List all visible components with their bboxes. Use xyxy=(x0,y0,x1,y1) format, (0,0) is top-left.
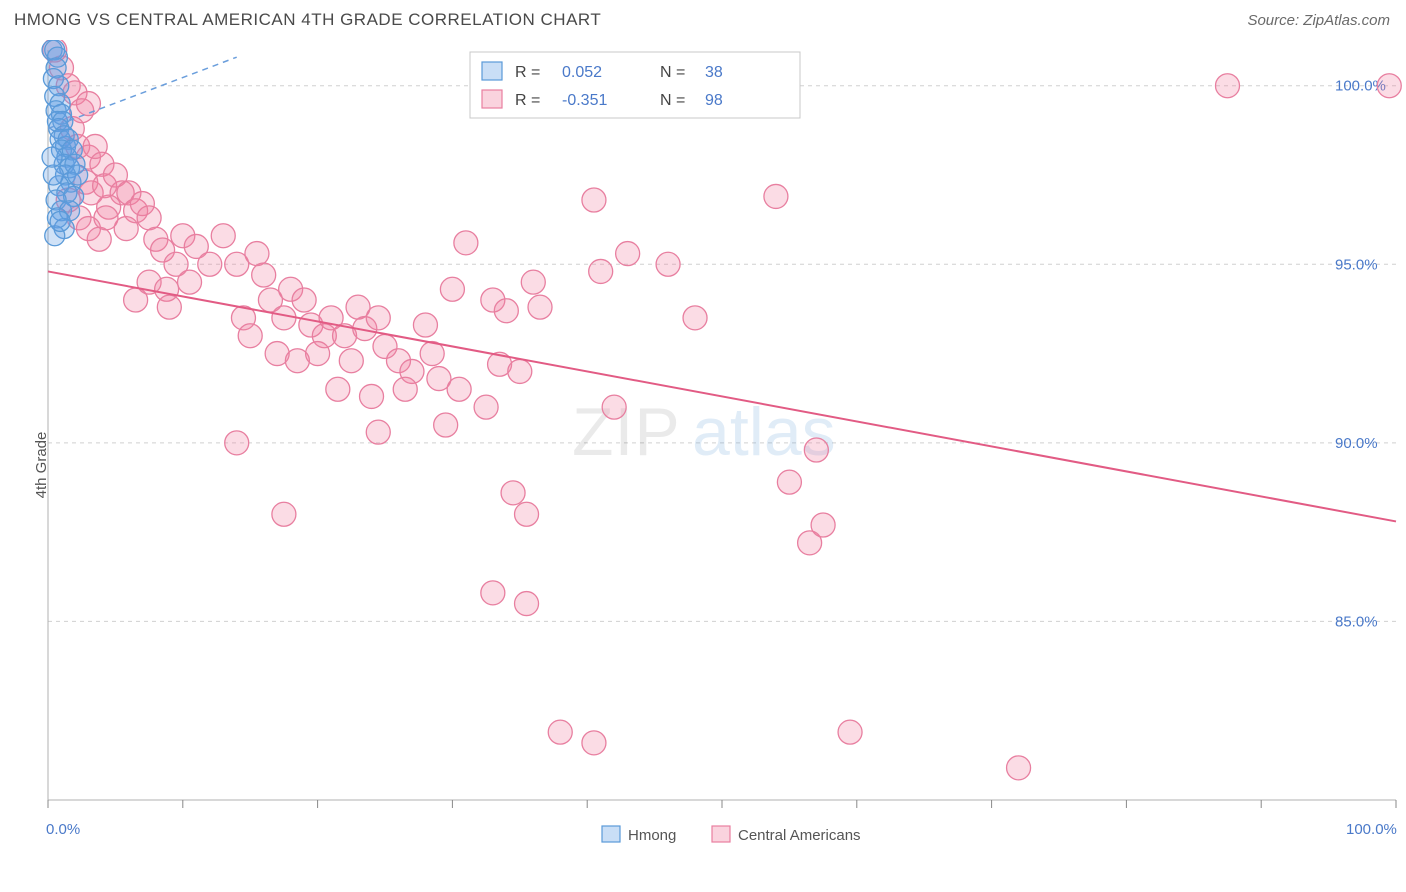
chart-title: HMONG VS CENTRAL AMERICAN 4TH GRADE CORR… xyxy=(14,10,601,30)
scatter-chart: 85.0%90.0%95.0%100.0%0.0%100.0%ZIPatlasR… xyxy=(0,40,1406,860)
point-central xyxy=(366,306,390,330)
point-central xyxy=(440,277,464,301)
point-central xyxy=(508,359,532,383)
y-tick-label: 85.0% xyxy=(1335,613,1378,630)
point-central xyxy=(272,306,296,330)
point-central xyxy=(339,349,363,373)
chart-area: 4th Grade 85.0%90.0%95.0%100.0%0.0%100.0… xyxy=(0,40,1406,890)
point-central xyxy=(366,420,390,444)
y-axis-label: 4th Grade xyxy=(33,432,50,499)
point-hmong xyxy=(43,165,63,185)
point-central xyxy=(434,413,458,437)
y-tick-label: 90.0% xyxy=(1335,435,1378,452)
point-central xyxy=(225,431,249,455)
point-central xyxy=(238,324,262,348)
point-central xyxy=(211,224,235,248)
x-tick-max: 100.0% xyxy=(1346,821,1397,838)
point-central xyxy=(515,502,539,526)
point-central xyxy=(76,92,100,116)
point-central xyxy=(87,227,111,251)
svg-text:-0.351: -0.351 xyxy=(562,92,607,109)
point-central xyxy=(582,188,606,212)
point-central xyxy=(528,295,552,319)
point-central xyxy=(326,377,350,401)
point-hmong xyxy=(68,165,88,185)
point-hmong xyxy=(42,147,62,167)
point-central xyxy=(589,259,613,283)
point-central xyxy=(602,395,626,419)
point-central xyxy=(521,270,545,294)
legend-label-central: Central Americans xyxy=(738,827,861,844)
point-central xyxy=(137,206,161,230)
point-central xyxy=(515,592,539,616)
point-central xyxy=(292,288,316,312)
point-hmong xyxy=(50,211,70,231)
point-central xyxy=(474,395,498,419)
chart-source: Source: ZipAtlas.com xyxy=(1247,12,1390,29)
point-central xyxy=(1216,74,1240,98)
point-central xyxy=(548,720,572,744)
point-central xyxy=(804,438,828,462)
svg-text:R =: R = xyxy=(515,92,540,109)
swatch-central xyxy=(712,826,730,842)
point-central xyxy=(272,502,296,526)
svg-text:N =: N = xyxy=(660,64,685,81)
point-central xyxy=(501,481,525,505)
point-central xyxy=(777,470,801,494)
point-central xyxy=(94,206,118,230)
point-central xyxy=(393,377,417,401)
point-central xyxy=(157,295,181,319)
point-central xyxy=(656,252,680,276)
point-central xyxy=(454,231,478,255)
y-tick-label: 95.0% xyxy=(1335,256,1378,273)
point-central xyxy=(616,242,640,266)
svg-text:0.052: 0.052 xyxy=(562,64,602,81)
svg-text:98: 98 xyxy=(705,92,723,109)
svg-text:38: 38 xyxy=(705,64,723,81)
point-central xyxy=(360,384,384,408)
point-central xyxy=(1007,756,1031,780)
legend-label-hmong: Hmong xyxy=(628,827,676,844)
point-central xyxy=(245,242,269,266)
svg-text:N =: N = xyxy=(660,92,685,109)
point-central xyxy=(198,252,222,276)
point-central xyxy=(178,270,202,294)
point-central xyxy=(582,731,606,755)
swatch-hmong xyxy=(482,62,502,80)
point-central xyxy=(447,377,471,401)
swatch-central xyxy=(482,90,502,108)
point-central xyxy=(764,184,788,208)
swatch-hmong xyxy=(602,826,620,842)
point-central xyxy=(306,342,330,366)
point-central xyxy=(838,720,862,744)
svg-text:R =: R = xyxy=(515,64,540,81)
point-central xyxy=(494,299,518,323)
point-central xyxy=(1377,74,1401,98)
point-central xyxy=(481,581,505,605)
point-central xyxy=(811,513,835,537)
point-central xyxy=(252,263,276,287)
point-central xyxy=(683,306,707,330)
trendline-central xyxy=(48,271,1396,521)
x-tick-min: 0.0% xyxy=(46,821,80,838)
point-central xyxy=(413,313,437,337)
